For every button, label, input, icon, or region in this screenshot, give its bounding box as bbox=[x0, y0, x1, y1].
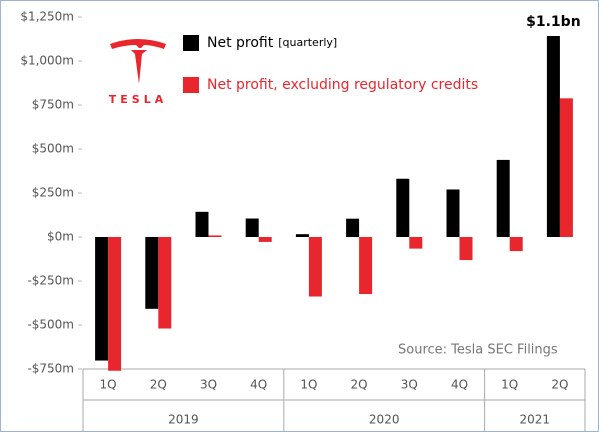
y-tick-label: -$500m bbox=[27, 318, 74, 332]
group-label: 2021 bbox=[520, 413, 551, 427]
source: Source: Tesla SEC Filings bbox=[398, 343, 558, 358]
bar bbox=[409, 237, 423, 249]
x-tick-label: 2Q bbox=[150, 378, 167, 392]
bar bbox=[559, 98, 573, 237]
bar bbox=[145, 237, 159, 309]
x-tick-label: 1Q bbox=[100, 378, 117, 392]
legend-label: Net profit [quarterly] bbox=[207, 35, 337, 51]
y-tick-label: $1,250m bbox=[20, 10, 74, 24]
y-tick-label: -$250m bbox=[27, 274, 74, 288]
bar bbox=[158, 237, 172, 329]
bar bbox=[245, 218, 259, 237]
x-tick-label: 4Q bbox=[451, 378, 468, 392]
logo-text: TESLA bbox=[109, 93, 167, 106]
bar bbox=[396, 178, 410, 237]
bar bbox=[258, 237, 272, 242]
bar bbox=[459, 237, 473, 261]
bar bbox=[446, 189, 460, 237]
bar bbox=[195, 211, 209, 237]
y-tick-label: $0m bbox=[47, 230, 74, 244]
tesla-logo bbox=[110, 39, 166, 84]
x-tick-label: 3Q bbox=[200, 378, 217, 392]
bar bbox=[359, 237, 373, 295]
legend-swatch bbox=[183, 77, 199, 93]
legend-name: Net profit, excluding regulatory credits bbox=[207, 77, 478, 93]
bar bbox=[496, 159, 510, 237]
legend-label: Net profit, excluding regulatory credits bbox=[207, 77, 478, 93]
y-tick-label: $1,000m bbox=[20, 54, 74, 68]
x-tick-label: 1Q bbox=[501, 378, 518, 392]
x-tick-label: 4Q bbox=[250, 378, 267, 392]
annotation: $1.1bn bbox=[526, 14, 581, 30]
legend-note: [quarterly] bbox=[278, 36, 337, 49]
group-label: 2020 bbox=[369, 413, 400, 427]
bar bbox=[546, 36, 560, 238]
bar bbox=[295, 234, 309, 237]
bar bbox=[308, 237, 322, 297]
bar bbox=[208, 235, 222, 237]
bar bbox=[95, 237, 109, 361]
bar bbox=[509, 237, 523, 252]
bar bbox=[346, 218, 360, 237]
bar bbox=[108, 237, 122, 371]
legend-swatch bbox=[183, 35, 199, 51]
x-tick-label: 3Q bbox=[401, 378, 418, 392]
group-label: 2019 bbox=[168, 413, 199, 427]
y-tick-label: $500m bbox=[32, 142, 74, 156]
x-tick-label: 2Q bbox=[551, 378, 568, 392]
x-tick-label: 2Q bbox=[351, 378, 368, 392]
y-tick-label: -$750m bbox=[27, 362, 74, 376]
y-tick-label: $750m bbox=[32, 98, 74, 112]
y-tick-label: $250m bbox=[32, 186, 74, 200]
legend-name: Net profit bbox=[207, 35, 274, 51]
x-tick-label: 1Q bbox=[300, 378, 317, 392]
